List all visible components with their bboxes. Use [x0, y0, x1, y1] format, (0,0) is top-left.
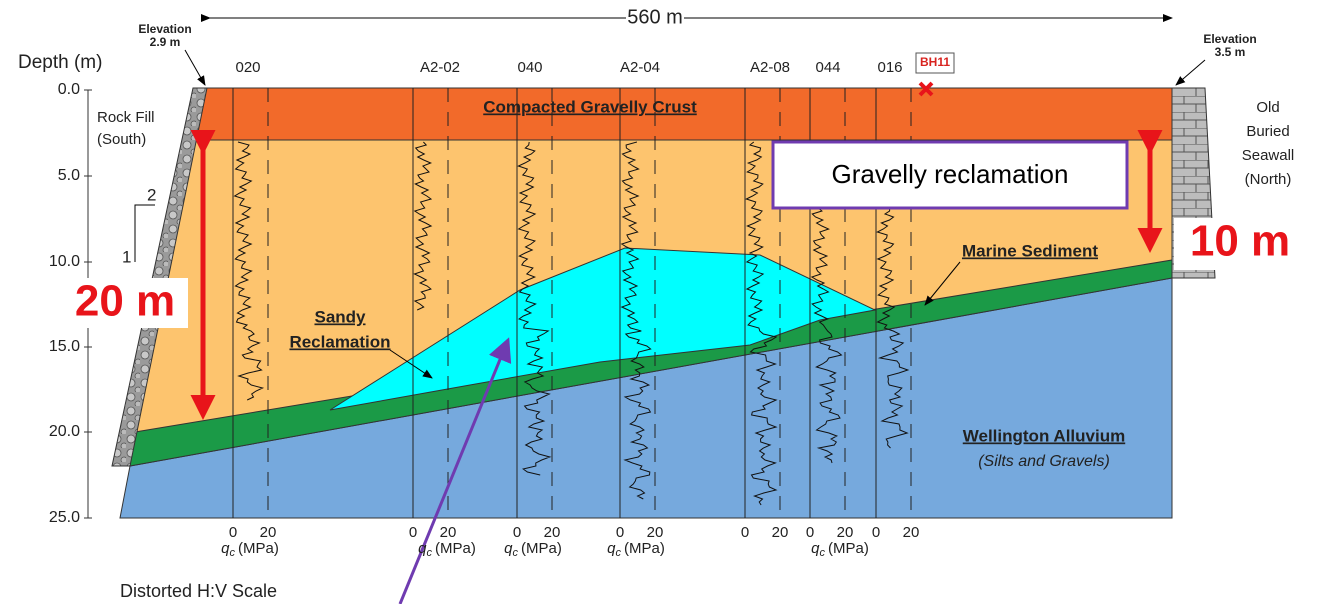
unit: (MPa): [238, 540, 279, 557]
slope-label: 1: [122, 247, 131, 266]
elevation-label: Elevation: [138, 22, 191, 36]
subscript: c: [427, 547, 433, 559]
tick-label: 10.0: [49, 253, 80, 270]
cross-section: 560 m Elevation 2.9 m Elevation 3.5 m De…: [0, 0, 1321, 604]
unit: (MPa): [521, 540, 562, 557]
scale-unit: qc(MPa): [607, 540, 665, 559]
crust-label: Compacted Gravelly Crust: [483, 97, 697, 116]
thickness-label: 20 m: [75, 277, 175, 326]
scale-note: Distorted H:V Scale: [120, 581, 277, 601]
subscript: c: [820, 547, 826, 559]
sandy-label: Sandy: [314, 307, 366, 326]
seawall-label: Seawall: [1242, 147, 1295, 164]
tick-label: 20.0: [49, 423, 80, 440]
tick-label: 5.0: [58, 167, 80, 184]
subscript: c: [230, 547, 236, 559]
alluvium-note: (Silts and Gravels): [978, 453, 1110, 470]
tick-label: 0.0: [58, 81, 80, 98]
scale-tick: 0: [409, 524, 417, 541]
scale-unit: qc(MPa): [418, 540, 476, 559]
unit: (MPa): [828, 540, 869, 557]
scale-tick: 20: [903, 524, 920, 541]
scale-tick: 0: [806, 524, 814, 541]
elevation-arrow: [185, 50, 205, 85]
tick-label: 25.0: [49, 509, 80, 526]
gravelly-label: Gravelly reclamation: [832, 159, 1069, 189]
elevation-value: 3.5 m: [1215, 45, 1246, 59]
scale-tick: 20: [260, 524, 277, 541]
scale-tick: 20: [837, 524, 854, 541]
subscript: c: [616, 547, 622, 559]
scale-tick: 0: [229, 524, 237, 541]
seawall-label: (North): [1245, 171, 1292, 188]
marker-label: BH11: [920, 55, 950, 69]
tick-label: 15.0: [49, 338, 80, 355]
scale-unit: qc(MPa): [504, 540, 562, 559]
seawall-label: Old: [1256, 99, 1279, 116]
elevation-arrow: [1176, 60, 1205, 85]
borehole-label: 020: [235, 59, 260, 76]
scale-tick: 0: [616, 524, 624, 541]
borehole-label: 016: [877, 59, 902, 76]
scale-tick: 20: [772, 524, 789, 541]
scale-tick: 20: [544, 524, 561, 541]
scale-tick: 20: [440, 524, 457, 541]
subscript: c: [513, 547, 519, 559]
elevation-label: Elevation: [1203, 32, 1256, 46]
slope-label: 2: [147, 185, 156, 204]
span-label: 560 m: [627, 6, 683, 28]
borehole-label: A2-04: [620, 59, 660, 76]
scale-tick: 20: [647, 524, 664, 541]
scale-tick: 0: [741, 524, 749, 541]
borehole-label: 044: [815, 59, 840, 76]
sandy-label: Reclamation: [289, 332, 390, 351]
unit: (MPa): [624, 540, 665, 557]
scale-unit: qc(MPa): [221, 540, 279, 559]
elevation-value: 2.9 m: [150, 35, 181, 49]
borehole-label: A2-02: [420, 59, 460, 76]
seawall-label: Buried: [1246, 123, 1289, 140]
rock-fill-label: Rock Fill: [97, 109, 155, 126]
scale-unit: qc(MPa): [811, 540, 869, 559]
alluvium-label: Wellington Alluvium: [963, 426, 1125, 445]
thickness-label: 10 m: [1190, 217, 1290, 266]
marine-label: Marine Sediment: [962, 241, 1098, 260]
borehole-label: 040: [517, 59, 542, 76]
rock-fill-label: (South): [97, 131, 146, 148]
scale-tick: 0: [513, 524, 521, 541]
slope-symbol: [135, 205, 155, 262]
borehole-label: A2-08: [750, 59, 790, 76]
axis-label: Depth (m): [18, 52, 102, 73]
scale-tick: 0: [872, 524, 880, 541]
unit: (MPa): [435, 540, 476, 557]
